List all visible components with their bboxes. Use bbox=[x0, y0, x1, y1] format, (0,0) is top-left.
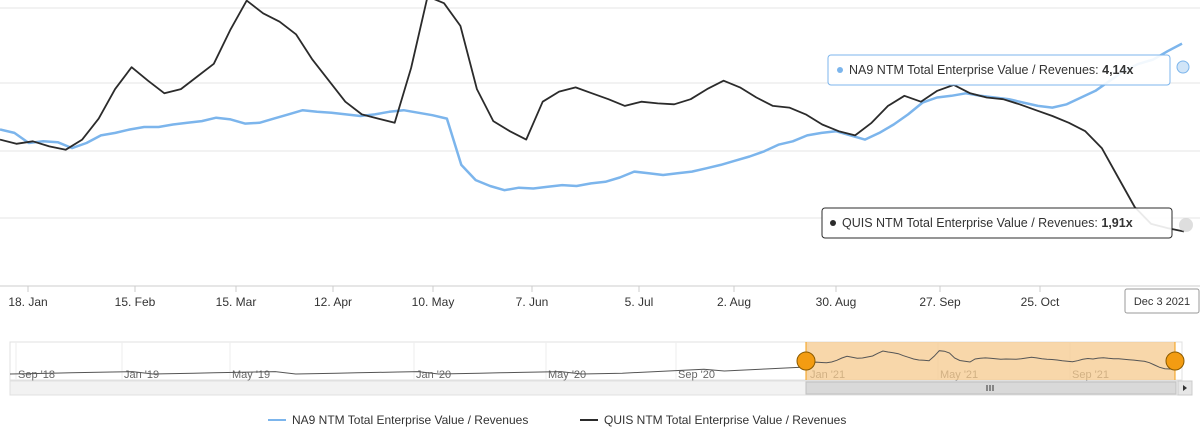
legend-item-na9[interactable]: NA9 NTM Total Enterprise Value / Revenue… bbox=[268, 413, 528, 427]
navigator[interactable]: Sep '18 Jan '19 May '19 Jan '20 May '20 Sep '… bbox=[9, 341, 1185, 381]
grip-icon bbox=[986, 385, 994, 391]
navigator-tick-label: Sep '20 bbox=[678, 369, 715, 381]
navigator-tick-label: May '19 bbox=[232, 369, 270, 381]
x-tick-label: 10. May bbox=[412, 295, 455, 309]
na9-tooltip: NA9 NTM Total Enterprise Value / Revenue… bbox=[827, 54, 1171, 86]
end-date-flag: Dec 3 2021 bbox=[1124, 288, 1200, 314]
scrollbar-thumb[interactable] bbox=[805, 381, 1177, 395]
na9-tooltip-text: NA9 NTM Total Enterprise Value / Revenue… bbox=[849, 63, 1133, 77]
navigator-tick-label: Jan '20 bbox=[416, 369, 451, 381]
x-tick-label: 5. Jul bbox=[625, 295, 654, 309]
chevron-right-icon[interactable] bbox=[1177, 380, 1193, 396]
na9-hover-marker bbox=[1176, 60, 1190, 74]
na9-tooltip-marker bbox=[837, 67, 843, 73]
x-tick-label: 18. Jan bbox=[8, 295, 47, 309]
quis-tooltip: QUIS NTM Total Enterprise Value / Revenu… bbox=[821, 207, 1173, 239]
end-date-label: Dec 3 2021 bbox=[1134, 296, 1190, 308]
series-layer bbox=[0, 0, 1185, 233]
x-tick-label: 7. Jun bbox=[516, 295, 549, 309]
x-tick-label: 2. Aug bbox=[717, 295, 751, 309]
quis-tooltip-marker bbox=[830, 220, 836, 226]
navigator-right-handle[interactable] bbox=[1165, 351, 1185, 371]
x-tick-label: 15. Mar bbox=[216, 295, 257, 309]
x-tick-label: 12. Apr bbox=[314, 295, 352, 309]
navigator-selection[interactable] bbox=[806, 342, 1175, 380]
legend-label-na9: NA9 NTM Total Enterprise Value / Revenue… bbox=[292, 413, 528, 427]
x-axis-ticks: 18. Jan 15. Feb 15. Mar 12. Apr 10. May 7. Ju… bbox=[8, 286, 1060, 309]
y-gridlines bbox=[0, 7, 1200, 219]
x-tick-label: 15. Feb bbox=[115, 295, 156, 309]
legend-label-quis: QUIS NTM Total Enterprise Value / Revenu… bbox=[604, 413, 846, 427]
x-tick-label: 25. Oct bbox=[1021, 295, 1060, 309]
quis-hover-marker bbox=[1179, 218, 1193, 232]
scrollbar[interactable] bbox=[9, 380, 1193, 396]
navigator-tick-label: Jan '19 bbox=[124, 369, 159, 381]
x-tick-label: 30. Aug bbox=[816, 295, 857, 309]
navigator-left-handle[interactable] bbox=[796, 351, 816, 371]
quis-tooltip-text: QUIS NTM Total Enterprise Value / Revenu… bbox=[842, 216, 1133, 230]
navigator-series-line bbox=[9, 350, 1176, 375]
legend: NA9 NTM Total Enterprise Value / Revenue… bbox=[268, 413, 846, 427]
navigator-tick-label: May '20 bbox=[548, 369, 586, 381]
legend-item-quis[interactable]: QUIS NTM Total Enterprise Value / Revenu… bbox=[580, 413, 846, 427]
x-tick-label: 27. Sep bbox=[919, 295, 961, 309]
series-line-quis bbox=[0, 0, 1185, 233]
navigator-tick-label: Sep '18 bbox=[18, 369, 55, 381]
